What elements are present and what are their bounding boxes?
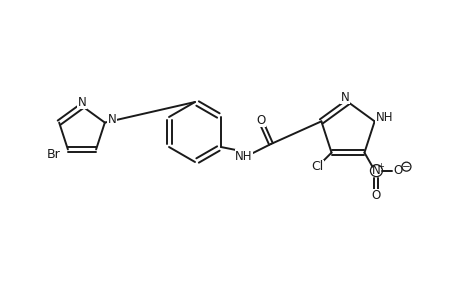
Text: O: O [371, 189, 380, 202]
Text: O: O [256, 113, 265, 127]
Text: O: O [393, 164, 402, 177]
Text: N: N [371, 164, 380, 177]
Text: +: + [377, 162, 384, 171]
Text: −: − [401, 162, 410, 172]
Text: Cl: Cl [311, 160, 323, 173]
Text: NH: NH [235, 149, 252, 163]
Text: NH: NH [375, 111, 392, 124]
Text: N: N [107, 113, 116, 126]
Text: N: N [340, 91, 349, 103]
Text: N: N [78, 95, 86, 109]
Text: Br: Br [47, 148, 61, 161]
